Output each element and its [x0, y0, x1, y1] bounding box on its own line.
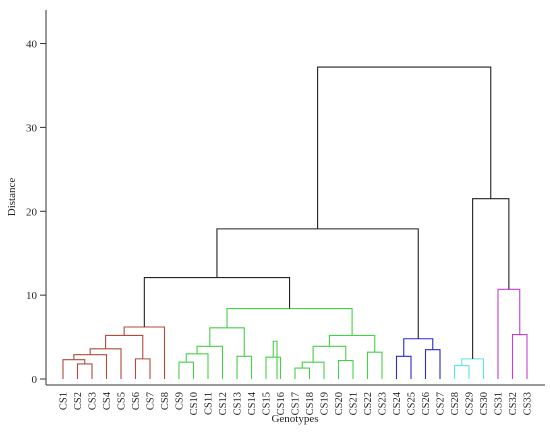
dendrogram-link [337, 360, 354, 379]
dendrogram-link [461, 358, 485, 379]
leaf-label: CS13 [233, 392, 244, 415]
leaf-label: CS19 [320, 392, 331, 415]
leaf-label: CS32 [508, 392, 519, 415]
dendrogram-link [424, 349, 441, 379]
leaf-label: CS5 [117, 392, 128, 410]
dendrogram-link [236, 355, 253, 379]
dendrogram-link [272, 340, 278, 379]
dendrogram-link [226, 308, 353, 336]
dendrogram-link [76, 363, 93, 379]
dendrogram-link [497, 288, 521, 379]
y-tick-label: 20 [26, 206, 38, 218]
leaf-label: CS10 [189, 392, 200, 415]
leaf-label: CS8 [160, 392, 171, 410]
dendrogram-link [178, 361, 195, 379]
dendrogram-link [185, 353, 209, 379]
dendrogram-link [317, 66, 492, 229]
leaf-label: CS24 [392, 391, 403, 415]
dendrogram-link [73, 354, 108, 379]
dendrogram-link [453, 365, 470, 379]
dendrogram-link [62, 359, 86, 379]
dendrogram-link [395, 355, 412, 379]
leaf-label: CS29 [465, 392, 476, 415]
dendrogram-link [328, 334, 376, 353]
leaf-label: CS22 [363, 392, 374, 415]
leaf-label: CS4 [102, 391, 113, 410]
leaf-label: CS23 [378, 392, 389, 415]
dendrogram-link [134, 358, 151, 379]
dendrogram-link [89, 348, 122, 379]
leaf-label: CS1 [59, 392, 70, 410]
y-tick-label: 10 [26, 290, 38, 302]
dendrogram-link [196, 345, 224, 379]
leaf-label: CS20 [334, 392, 345, 415]
leaf-label: CS30 [479, 392, 490, 415]
leaf-label: CS9 [175, 392, 186, 410]
dendrogram-branches [62, 66, 528, 379]
leaf-label: CS14 [247, 391, 258, 415]
dendrogram-link [143, 276, 291, 328]
leaf-label: CS11 [204, 392, 215, 415]
y-axis-title: Distance [6, 178, 18, 217]
dendrogram-link [301, 361, 325, 379]
dendrogram-link [403, 338, 434, 357]
leaf-label: CS3 [88, 392, 99, 410]
leaf-label: CS27 [436, 392, 447, 415]
dendrogram-link [209, 327, 245, 357]
leaf-label: CS15 [262, 392, 273, 415]
leaf-labels: CS1 CS2 CS3 CS4 CS5 CS6 CS7 CS8 CS9 CS10 CS11 CS12 C… [59, 391, 534, 415]
leaf-label: CS25 [407, 392, 418, 415]
dendrogram-link [123, 326, 166, 379]
leaf-label: CS31 [494, 392, 505, 415]
leaf-label: CS33 [523, 392, 534, 415]
dendrogram-link [294, 367, 311, 379]
leaf-label: CS16 [276, 392, 287, 415]
x-axis-title: Genotypes [271, 413, 318, 425]
dendrogram-link [511, 334, 528, 379]
leaf-label: CS26 [421, 392, 432, 415]
leaf-label: CS6 [131, 392, 142, 410]
dendrogram-link [472, 198, 510, 359]
y-tick-label: 30 [26, 122, 38, 134]
dendrogram-link [366, 351, 383, 379]
y-axis-ticks: 0 10 20 30 40 [26, 39, 46, 386]
leaf-label: CS7 [146, 392, 157, 410]
dendrogram-link [216, 228, 419, 339]
leaf-label: CS17 [291, 392, 302, 415]
leaf-label: CS2 [73, 392, 84, 410]
y-axis: 0 10 20 30 40 [26, 10, 47, 386]
dendrogram-link [105, 334, 144, 359]
leaf-label: CS12 [218, 392, 229, 415]
leaf-label: CS21 [349, 392, 360, 415]
dendrogram-link [265, 356, 282, 379]
leaf-label: CS18 [305, 392, 316, 415]
y-tick-label: 40 [26, 39, 38, 51]
dendrogram-link [312, 345, 347, 363]
y-tick-label: 0 [32, 374, 38, 386]
leaf-label: CS28 [450, 392, 461, 415]
